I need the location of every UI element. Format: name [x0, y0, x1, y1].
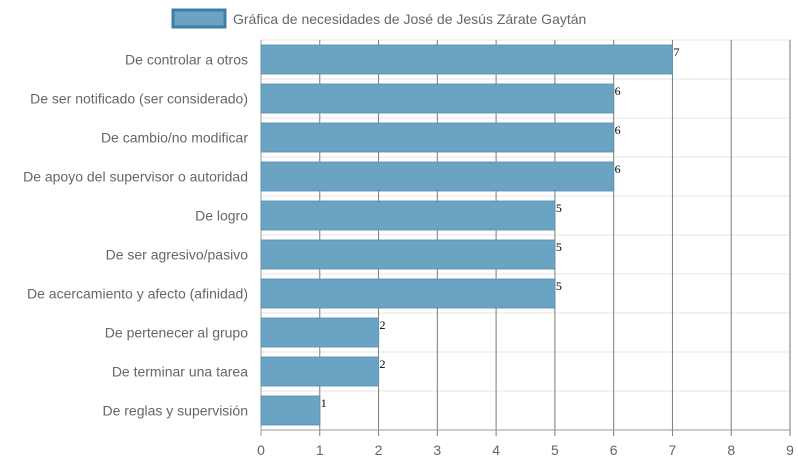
- data-labels: 7 6 6 6 5 5 5 2 2 1: [321, 45, 680, 410]
- x-tick-label: 9: [786, 442, 794, 458]
- bar-value-label: 5: [556, 240, 562, 254]
- legend-swatch: [171, 8, 227, 29]
- x-tick-label: 1: [316, 442, 324, 458]
- bar-value-label: 2: [380, 357, 386, 371]
- category-label: De pertenecer al grupo: [105, 325, 248, 341]
- x-tick-label: 0: [257, 442, 265, 458]
- category-label: De reglas y supervisión: [102, 403, 248, 419]
- bars: [260, 44, 673, 426]
- category-labels: De controlar a otros De ser notificado (s…: [23, 52, 248, 419]
- x-tick-label: 5: [551, 442, 559, 458]
- bar[interactable]: [260, 200, 556, 231]
- bar-value-label: 7: [673, 45, 679, 59]
- x-tick-label: 4: [492, 442, 500, 458]
- category-label: De cambio/no modificar: [101, 130, 248, 146]
- category-label: De controlar a otros: [125, 52, 248, 68]
- bar-value-label: 1: [321, 396, 327, 410]
- bar[interactable]: [260, 239, 556, 270]
- category-label: De ser notificado (ser considerado): [30, 91, 248, 107]
- x-axis-ticks: 0 1 2 3 4 5 6 7 8 9: [257, 442, 794, 458]
- category-label: De ser agresivo/pasivo: [106, 247, 249, 263]
- category-label: De logro: [195, 208, 248, 224]
- category-label: De acercamiento y afecto (afinidad): [27, 286, 248, 302]
- category-label: De terminar una tarea: [112, 364, 248, 380]
- bar-value-label: 6: [615, 162, 621, 176]
- bar[interactable]: [260, 44, 673, 75]
- bar[interactable]: [260, 122, 615, 153]
- bar[interactable]: [260, 83, 615, 114]
- x-tick-label: 8: [727, 442, 735, 458]
- bar[interactable]: [260, 161, 615, 192]
- legend-label: Gráfica de necesidades de José de Jesús …: [233, 11, 586, 27]
- bar-value-label: 5: [556, 279, 562, 293]
- bar-value-label: 5: [556, 201, 562, 215]
- x-tick-label: 2: [375, 442, 383, 458]
- x-tick-label: 3: [433, 442, 441, 458]
- bar-value-label: 6: [615, 84, 621, 98]
- x-tick-label: 6: [610, 442, 618, 458]
- bar[interactable]: [260, 278, 556, 309]
- bar[interactable]: [260, 317, 380, 348]
- bar-value-label: 2: [380, 318, 386, 332]
- category-label: De apoyo del supervisor o autoridad: [23, 169, 248, 185]
- legend[interactable]: Gráfica de necesidades de José de Jesús …: [171, 8, 586, 29]
- bar-value-label: 6: [615, 123, 621, 137]
- x-tick-label: 7: [669, 442, 677, 458]
- bar[interactable]: [260, 395, 321, 426]
- bar[interactable]: [260, 356, 380, 387]
